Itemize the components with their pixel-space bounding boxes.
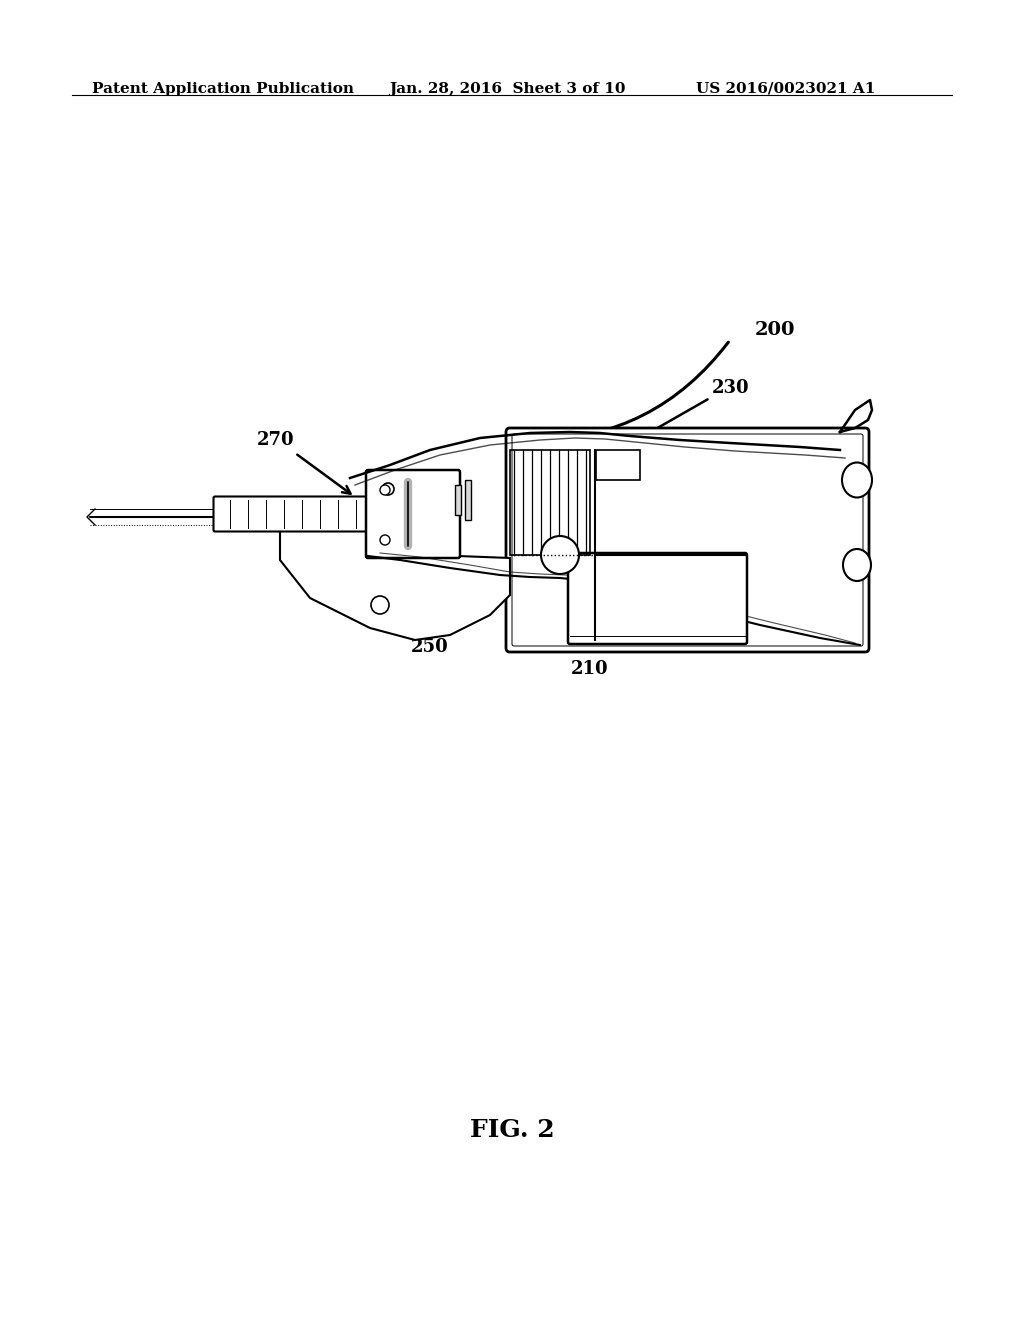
Text: 210: 210 — [571, 660, 609, 678]
FancyBboxPatch shape — [366, 470, 460, 558]
Ellipse shape — [541, 536, 579, 574]
Ellipse shape — [380, 484, 390, 495]
Text: 200: 200 — [755, 321, 796, 339]
Text: Jan. 28, 2016  Sheet 3 of 10: Jan. 28, 2016 Sheet 3 of 10 — [389, 82, 626, 96]
Text: 230: 230 — [712, 379, 750, 397]
FancyBboxPatch shape — [506, 428, 869, 652]
Text: Patent Application Publication: Patent Application Publication — [92, 82, 354, 96]
Ellipse shape — [382, 483, 394, 495]
Ellipse shape — [371, 597, 389, 614]
Polygon shape — [280, 531, 510, 640]
Bar — [510, 450, 590, 554]
Text: US 2016/0023021 A1: US 2016/0023021 A1 — [696, 82, 876, 96]
Bar — [596, 450, 640, 480]
FancyBboxPatch shape — [213, 496, 370, 532]
Text: 250: 250 — [411, 638, 449, 656]
Text: 270: 270 — [257, 432, 295, 449]
FancyBboxPatch shape — [568, 553, 746, 644]
Ellipse shape — [380, 535, 390, 545]
Text: FIG. 2: FIG. 2 — [470, 1118, 554, 1142]
Bar — [465, 480, 471, 520]
Ellipse shape — [843, 549, 871, 581]
Ellipse shape — [842, 462, 872, 498]
Bar — [455, 484, 461, 515]
